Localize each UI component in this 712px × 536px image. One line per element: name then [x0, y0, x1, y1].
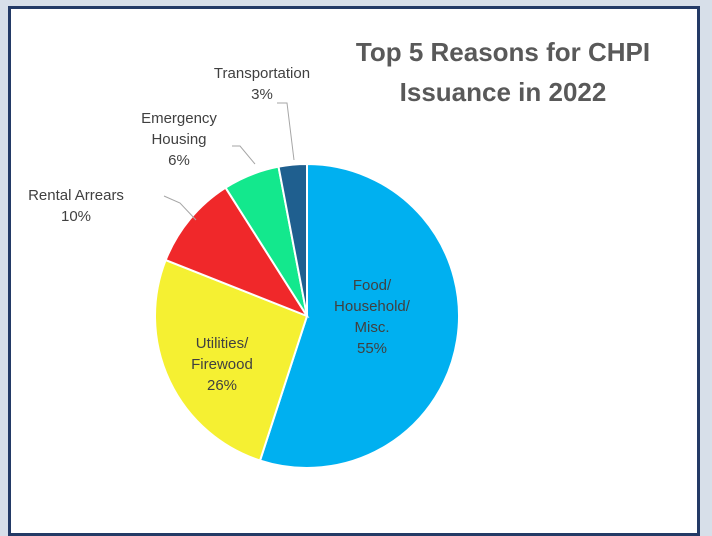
slice-category-label: Misc. [355, 319, 390, 336]
slice-value-label: 3% [251, 86, 273, 103]
pie-slice-utilities-firewood [154, 258, 309, 462]
slice-category-label: Utilities/ [196, 335, 249, 352]
slice-category-label: Firewood [191, 356, 253, 373]
chart-title-line-2: Issuance in 2022 [400, 77, 607, 107]
slice-category-label: Emergency [141, 110, 217, 127]
slice-value-label: 55% [357, 340, 387, 357]
slice-category-label: Food/ [353, 277, 392, 294]
pie-slice-transportation [277, 162, 308, 317]
leader-line [277, 102, 295, 161]
pie-chart: Top 5 Reasons for CHPI Issuance in 2022 … [28, 37, 650, 469]
slice-category-label: Housing [151, 131, 206, 148]
slice-labels: Food/Household/Misc. 55% Utilities/Firewoo… [28, 65, 411, 394]
pie-slice-rental-arrears [164, 186, 310, 319]
slice-category-label: Rental Arrears [28, 187, 124, 204]
slice-value-label: 6% [168, 152, 190, 169]
slice-category-label: Household/ [334, 298, 411, 315]
slice-value-label: 26% [207, 377, 237, 394]
chart-title-line-1: Top 5 Reasons for CHPI [356, 37, 650, 67]
leader-lines [163, 102, 295, 221]
slice-value-label: 10% [61, 208, 91, 225]
leader-line [163, 195, 197, 221]
pie-slices [154, 162, 460, 469]
pie-slice-food-household-misc [258, 162, 460, 469]
leader-line [232, 145, 256, 165]
slice-category-label: Transportation [214, 65, 310, 82]
